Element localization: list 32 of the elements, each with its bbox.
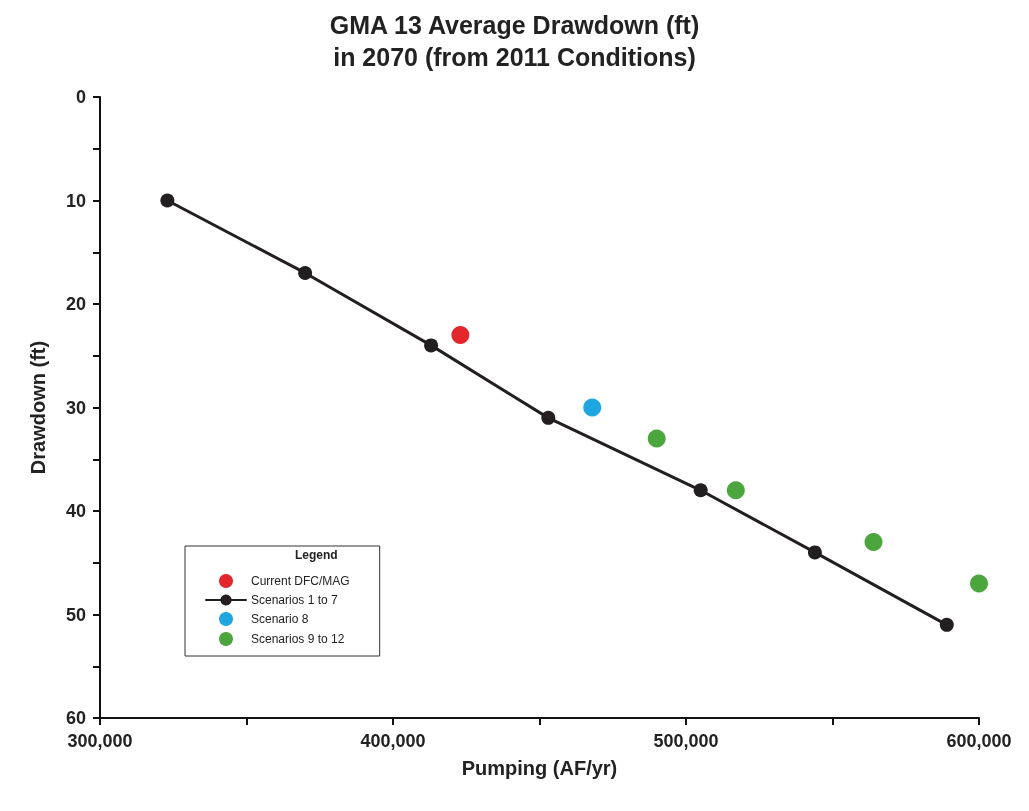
point — [970, 574, 988, 593]
y-axis-title: Drawdown (ft) — [27, 340, 49, 475]
point — [451, 326, 470, 345]
point — [864, 533, 883, 552]
point — [726, 481, 745, 500]
point — [298, 265, 313, 280]
x-axis-title: Pumping (AF/yr) — [461, 757, 618, 779]
x-tick-label: 400,000 — [360, 731, 426, 751]
point — [541, 410, 556, 425]
x-tick-label: 300,000 — [67, 731, 133, 751]
y-tick-label: 40 — [65, 501, 86, 521]
x-tick-label: 600,000 — [946, 731, 1012, 751]
point — [807, 545, 822, 560]
point — [160, 193, 175, 208]
point — [424, 338, 439, 353]
point — [693, 483, 708, 498]
legend-label: Scenario 8 — [251, 612, 309, 626]
y-tick-label: 50 — [65, 604, 86, 625]
point — [647, 429, 666, 448]
y-tick-label: 20 — [65, 294, 86, 314]
y-tick-label: 0 — [75, 87, 86, 107]
y-tick-label: 10 — [65, 190, 86, 211]
legend-label: Current DFC/MAG — [251, 574, 350, 588]
legend-label: Scenarios 9 to 12 — [251, 632, 345, 646]
chart-title: GMA 13 Average Drawdown (ft) in 2070 (from 2011 Conditions) — [329, 11, 700, 71]
point — [939, 617, 954, 632]
x-tick-label: 500,000 — [653, 731, 719, 751]
point — [583, 398, 602, 417]
y-tick-label: 30 — [65, 397, 86, 418]
y-tick-label: 60 — [65, 708, 86, 728]
legend-label: Scenarios 1 to 7 — [251, 593, 339, 607]
legend-title: Legend — [295, 548, 338, 562]
